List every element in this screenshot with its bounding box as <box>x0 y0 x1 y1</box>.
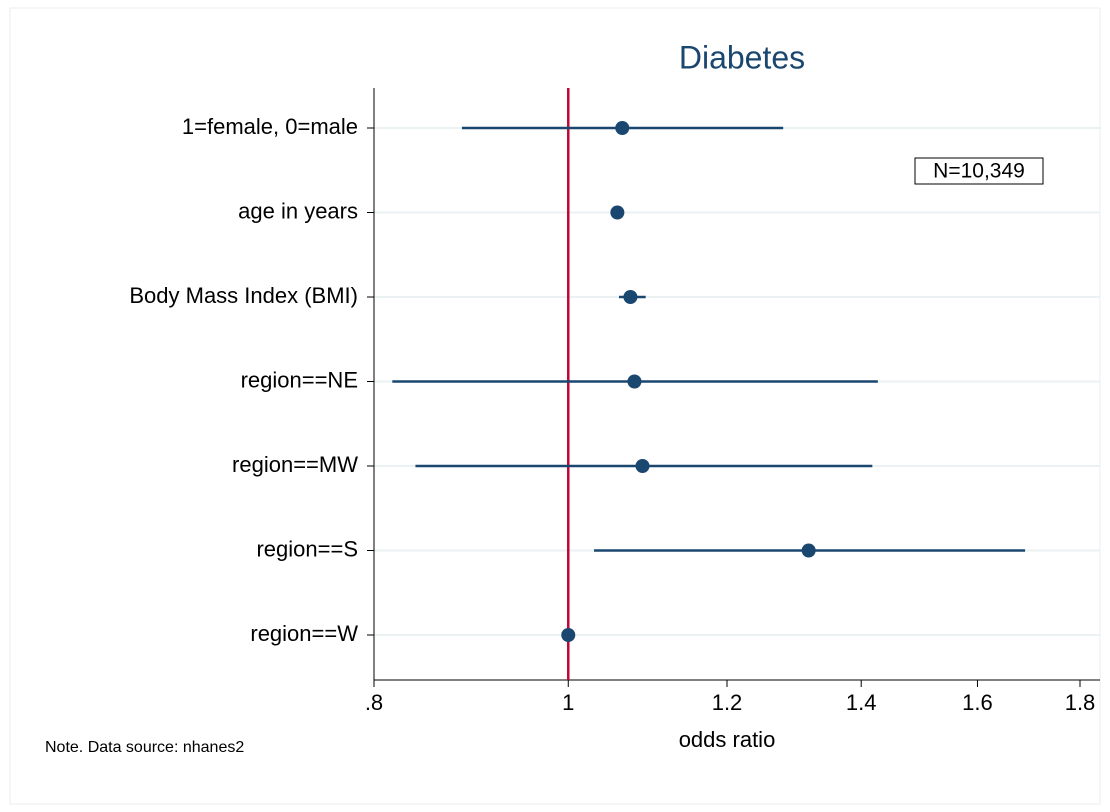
x-axis-label: odds ratio <box>679 727 776 752</box>
x-tick-label: 1.6 <box>962 690 993 715</box>
graph-region <box>9 7 1101 805</box>
note: Note. Data source: nhanes2 <box>45 739 244 756</box>
point-estimate <box>627 374 642 389</box>
point-estimate <box>623 290 638 304</box>
y-tick-label: age in years <box>238 198 358 223</box>
point-estimate <box>561 628 576 642</box>
chart-title: Diabetes <box>679 39 805 75</box>
x-tick-label: .8 <box>365 690 383 715</box>
y-tick-label: Body Mass Index (BMI) <box>129 283 358 308</box>
y-tick-label: region==NE <box>241 367 358 392</box>
annotation-box <box>914 157 1044 185</box>
point-estimate <box>801 543 816 558</box>
x-tick-label: 1 <box>562 690 574 715</box>
point-estimate <box>610 205 625 220</box>
annotation: N=10,349 <box>933 160 1025 183</box>
point-estimate <box>615 121 630 135</box>
y-tick-label: region==MW <box>232 452 358 477</box>
y-tick-label: region==S <box>256 536 358 561</box>
y-tick-label: region==W <box>250 621 358 646</box>
x-tick-label: 1.2 <box>712 690 743 715</box>
x-tick-label: 1.8 <box>1065 690 1096 715</box>
y-tick-label: 1=female, 0=male <box>182 114 358 139</box>
x-tick-label: 1.4 <box>846 690 877 715</box>
point-estimate <box>635 459 650 473</box>
